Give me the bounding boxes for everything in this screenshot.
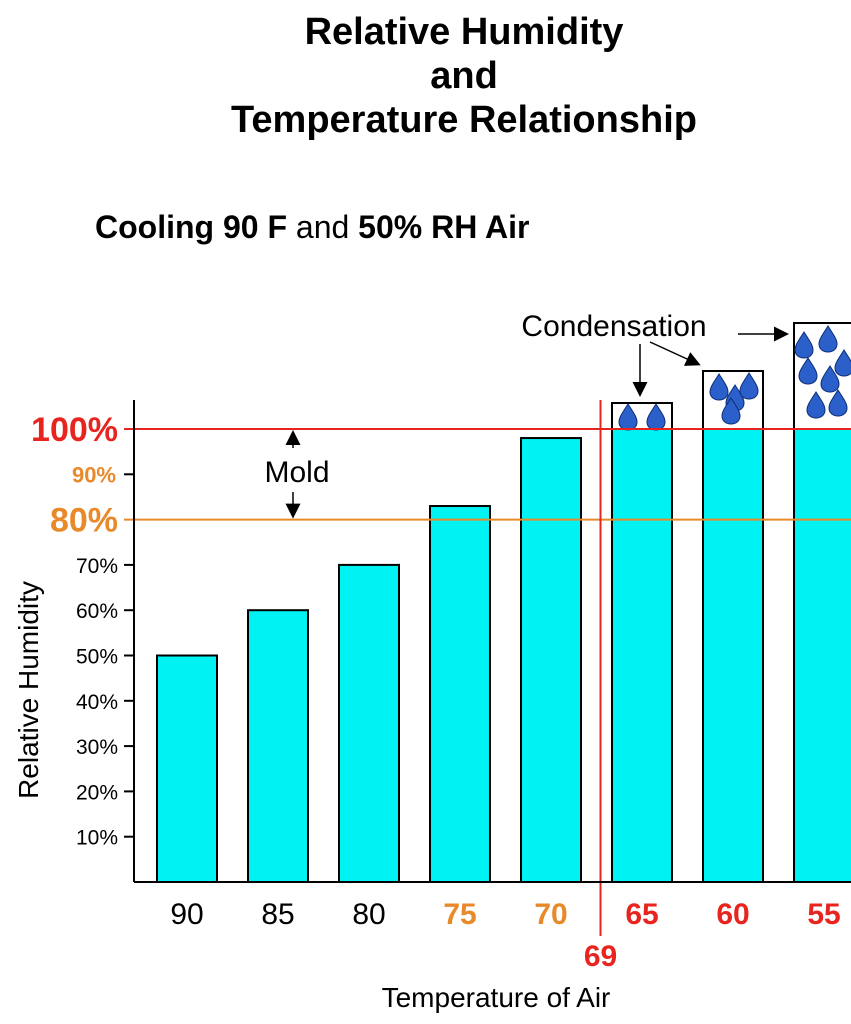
- x-tick-label: 65: [625, 898, 658, 931]
- y-axis-label: Relative Humidity: [13, 581, 44, 799]
- title-line: Relative Humidity: [305, 11, 624, 53]
- water-drop-icon: [739, 372, 759, 400]
- y-tick-label: 20%: [76, 781, 118, 804]
- water-drop-icon: [798, 357, 818, 385]
- condensation-label: Condensation: [521, 310, 706, 343]
- x-tick-label: 90: [170, 898, 203, 931]
- y-tick-label: 70%: [76, 555, 118, 578]
- bar-90: [156, 654, 218, 883]
- bar-65: [611, 428, 673, 883]
- axes: [133, 400, 851, 883]
- y-tick-label-extra: 90%: [72, 462, 116, 487]
- x-tick-label: 75: [443, 898, 476, 931]
- vertical-marker-label: 69: [584, 940, 617, 973]
- water-drop-icon: [709, 373, 729, 401]
- bars: [156, 428, 851, 884]
- condensation-arrow: [649, 341, 701, 366]
- bar-75: [429, 505, 491, 883]
- y-tick-label: 50%: [76, 646, 118, 669]
- y-tick-label: 40%: [76, 691, 118, 714]
- x-tick-label: 80: [352, 898, 385, 931]
- mold-annotation: Mold: [264, 430, 330, 519]
- y-tick-label: 30%: [76, 736, 118, 759]
- water-drop-icon: [721, 397, 741, 425]
- water-drop-icon: [820, 365, 840, 393]
- title-line: Temperature Relationship: [231, 99, 697, 141]
- x-axis-label: Temperature of Air: [382, 982, 611, 1013]
- x-tick-label: 85: [261, 898, 294, 931]
- y-ticks: 10% 20% 30% 40% 50% 60% 70%: [76, 555, 134, 850]
- bar-70: [520, 437, 582, 883]
- condensation-annotation: Condensation: [521, 310, 851, 431]
- reference-label-80: 80%: [50, 502, 118, 540]
- reference-label-100: 100%: [31, 411, 118, 449]
- bar-60: [702, 428, 764, 883]
- water-drop-icon: [818, 325, 838, 353]
- x-tick-label: 55: [807, 898, 840, 931]
- subtitle-part: Cooling 90 F: [95, 209, 287, 245]
- reference-lines: 100% 80% 90% 69: [31, 400, 851, 973]
- bar-80: [338, 563, 400, 884]
- y-tick-label: 10%: [76, 827, 118, 850]
- subtitle-part: 50% RH Air: [358, 209, 529, 245]
- bar-55: [793, 428, 851, 883]
- bar-85: [247, 609, 309, 883]
- x-tick-label: 70: [534, 898, 567, 931]
- water-drop-icon: [834, 349, 851, 377]
- x-ticks: 90 85 80 75 70 65 60 55: [170, 898, 840, 931]
- chart-subtitle: Cooling 90 F and 50% RH Air: [95, 209, 529, 245]
- water-drop-icon: [794, 331, 814, 359]
- mold-label: Mold: [264, 456, 329, 489]
- y-tick-label: 60%: [76, 600, 118, 623]
- title-line: and: [430, 55, 498, 97]
- subtitle-part: and: [287, 209, 358, 245]
- water-drop-icon: [806, 391, 826, 419]
- x-tick-label: 60: [716, 898, 749, 931]
- water-drop-icon: [828, 389, 848, 417]
